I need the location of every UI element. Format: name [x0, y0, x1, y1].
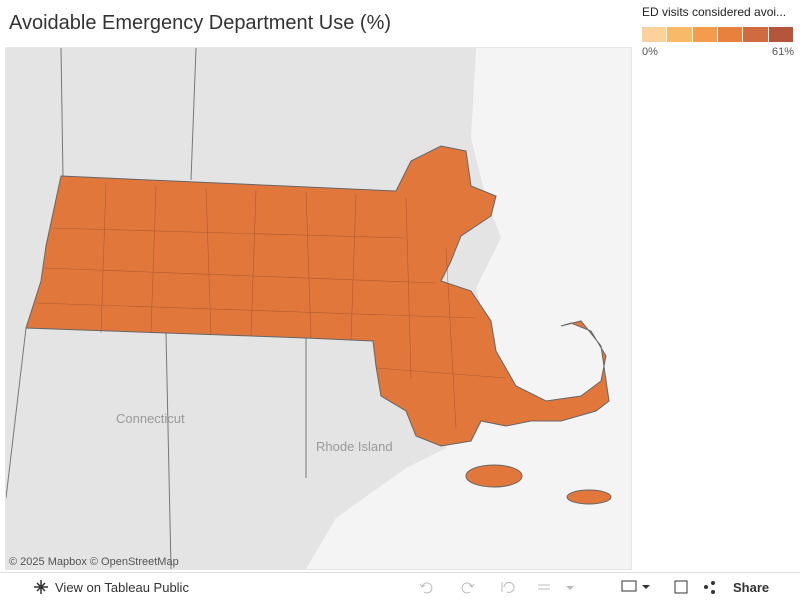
undo-redo: [419, 581, 574, 594]
legend-swatches: [642, 27, 794, 42]
view-link[interactable]: View on Tableau Public: [55, 580, 189, 595]
tableau-icon: [34, 580, 48, 594]
marthas-vineyard: [465, 464, 523, 488]
state-borders: [6, 48, 307, 569]
nantucket: [566, 489, 612, 505]
attribution[interactable]: © 2025 Mapbox © OpenStreetMap: [9, 556, 179, 568]
share[interactable]: Share: [733, 580, 770, 595]
ocean: [306, 48, 631, 569]
legend-title: ED visits considered avoi...: [642, 5, 787, 19]
legend-max: 61%: [771, 46, 794, 58]
legend-min: 0%: [642, 46, 658, 58]
legend-swatch: [692, 27, 718, 42]
legend-swatch: [768, 27, 794, 42]
legend-labels: 0% 61%: [642, 46, 794, 58]
legend: ED visits considered avoi... 0% 61%: [642, 5, 794, 58]
legend-swatch: [642, 27, 668, 42]
legend-swatch: [743, 27, 769, 42]
legend-swatch: [717, 27, 744, 42]
toolbar: View on Tableau Public Share: [0, 572, 800, 601]
tool-icons[interactable]: [620, 579, 720, 595]
massachusetts: [25, 145, 610, 447]
town-borders: [35, 182, 507, 429]
map[interactable]: Connecticut Rhode Island © 2025 Mapbox ©…: [5, 47, 632, 570]
legend-swatch: [667, 27, 693, 42]
place-label: Connecticut: [116, 411, 185, 426]
map-canvas: Connecticut Rhode Island © 2025 Mapbox ©…: [6, 48, 631, 569]
place-label: Rhode Island: [316, 439, 393, 454]
title: Avoidable Emergency Department Use (%): [9, 12, 392, 34]
